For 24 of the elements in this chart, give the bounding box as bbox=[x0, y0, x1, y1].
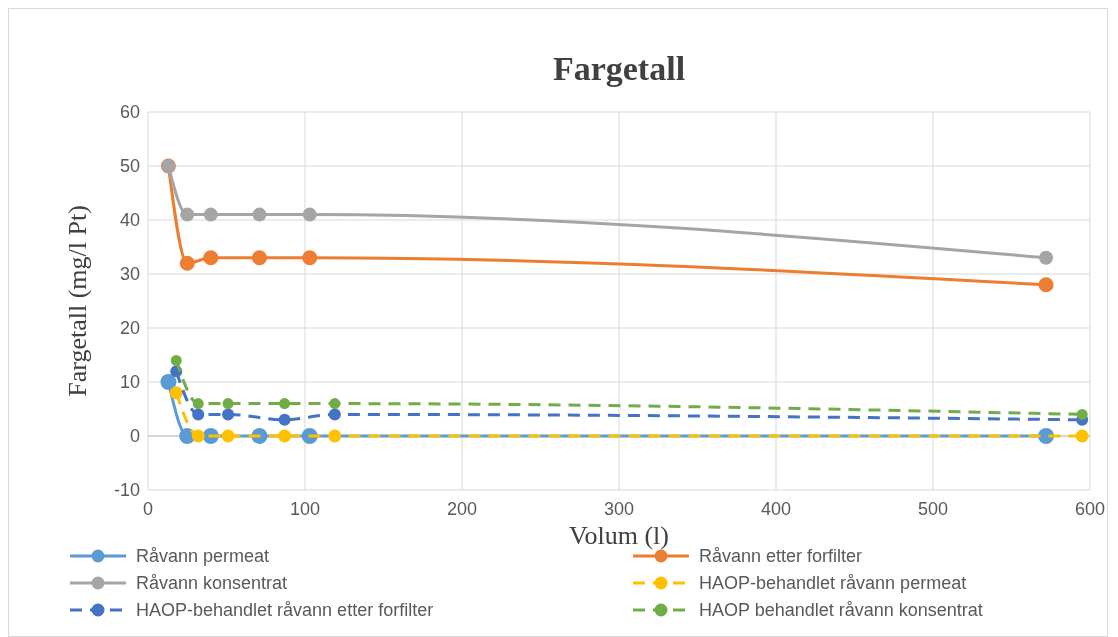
x-tick-label: 300 bbox=[603, 499, 635, 519]
x-tick-label: 100 bbox=[289, 499, 321, 519]
y-tick-label: 30 bbox=[119, 264, 140, 284]
chart-title: Fargetall bbox=[552, 50, 686, 87]
legend-label: HAOP-behandlet råvann etter forfilter bbox=[136, 600, 434, 620]
legend-label: HAOP-behandlet råvann permeat bbox=[699, 573, 967, 593]
x-tick-label: 0 bbox=[142, 499, 154, 519]
x-tick-label: 200 bbox=[446, 499, 478, 519]
x-tick-label: 500 bbox=[917, 499, 949, 519]
x-tick-label: 600 bbox=[1074, 499, 1106, 519]
y-tick-label: 10 bbox=[119, 372, 140, 392]
y-tick-label: 0 bbox=[129, 426, 140, 446]
legend-label: Råvann konsentrat bbox=[136, 573, 288, 593]
x-tick-label: 400 bbox=[760, 499, 792, 519]
x-axis-title: Volum (l) bbox=[569, 521, 669, 550]
y-tick-label: 20 bbox=[119, 318, 140, 338]
legend-label: Råvann permeat bbox=[136, 546, 270, 566]
y-tick-label: -10 bbox=[113, 480, 140, 500]
y-tick-label: 50 bbox=[119, 156, 140, 176]
y-axis-title: Fargetall (mg/l Pt) bbox=[63, 205, 92, 397]
legend-label: Råvann etter forfilter bbox=[699, 546, 863, 566]
y-tick-label: 60 bbox=[119, 102, 140, 122]
legend-label: HAOP behandlet råvann konsentrat bbox=[699, 600, 983, 620]
y-tick-label: 40 bbox=[119, 210, 140, 230]
